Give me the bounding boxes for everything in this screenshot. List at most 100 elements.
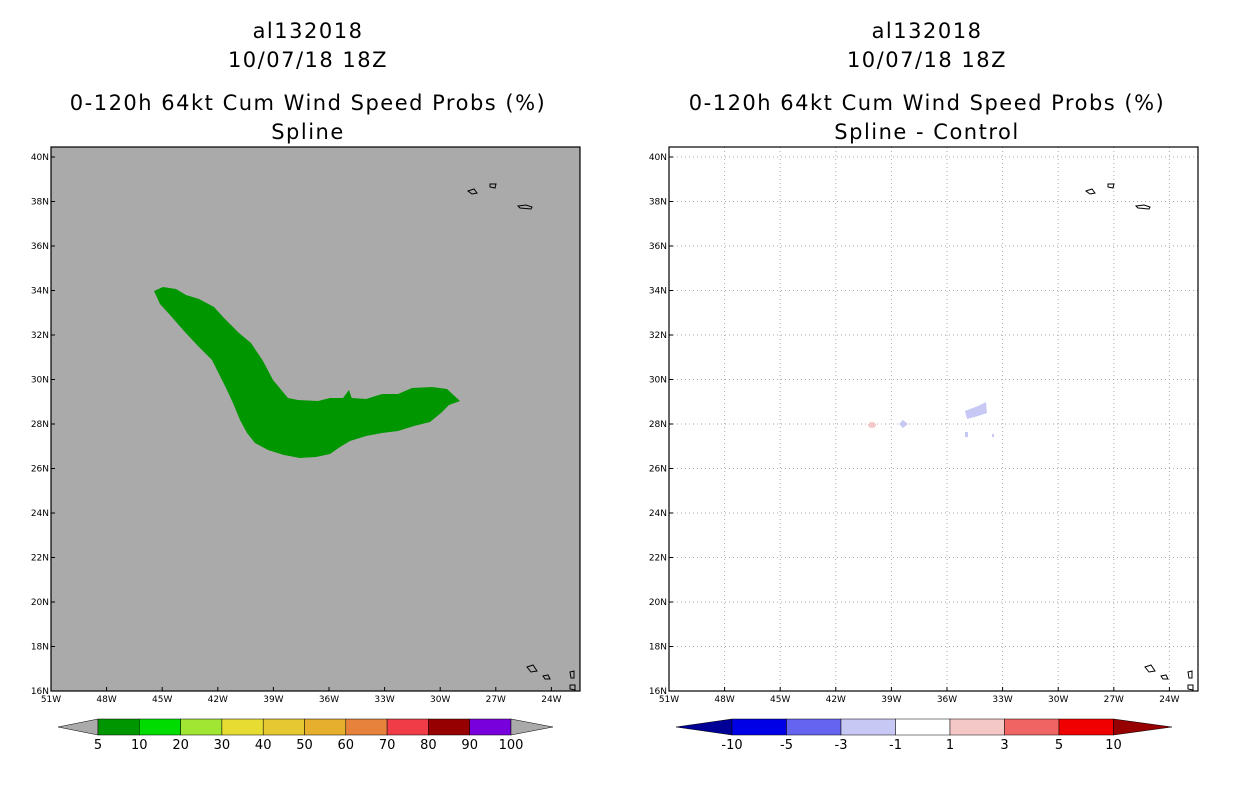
positive-difference-blob xyxy=(868,422,876,428)
lat-tick-label: 24N xyxy=(649,509,667,519)
colorbar-label: 100 xyxy=(499,738,524,753)
lat-tick-label: 24N xyxy=(31,509,49,519)
lat-tick-label: 32N xyxy=(31,331,49,341)
map-axes: 51W 48W 45W 42W 39W 36W 33W 30W 27W 24W 16N 18N 20N 2… xyxy=(31,153,562,705)
lat-tick-label: 34N xyxy=(649,287,667,297)
panel-spline-minus-control: al132018 10/07/18 18Z 0-120h 64kt Cum Wi… xyxy=(649,19,1199,753)
colorbar-label: 3 xyxy=(1000,738,1008,753)
lat-tick-label: 20N xyxy=(649,598,667,608)
lon-tick-label: 48W xyxy=(96,695,116,705)
colorbar-left-arrow xyxy=(675,718,733,736)
colorbar-segment xyxy=(1004,718,1060,736)
lat-tick-label: 22N xyxy=(649,554,667,564)
panel-title-date: 10/07/18 18Z xyxy=(847,48,1007,72)
colorbar-label: 5 xyxy=(1055,738,1063,753)
lon-tick-label: 24W xyxy=(541,695,561,705)
map-axes: 51W 48W 45W 42W 39W 36W 33W 30W 27W 24W 16N 18N 20N 2… xyxy=(649,153,1180,705)
lat-tick-label: 26N xyxy=(31,465,49,475)
map-frame xyxy=(668,146,1199,692)
map-frame xyxy=(50,146,581,692)
lat-tick-label: 18N xyxy=(31,643,49,653)
canary-islands-coastline xyxy=(526,664,576,691)
lat-tick-label: 16N xyxy=(649,687,667,697)
colorbar-segment xyxy=(895,718,951,736)
panel-title-product: 0-120h 64kt Cum Wind Speed Probs (%) xyxy=(689,91,1165,115)
lat-tick-label: 38N xyxy=(649,198,667,208)
panel-title-date: 10/07/18 18Z xyxy=(228,48,388,72)
lon-tick-label: 45W xyxy=(152,695,172,705)
colorbar-segment xyxy=(949,718,1005,736)
colorbar-label: 30 xyxy=(214,738,231,753)
lat-tick-label: 30N xyxy=(649,376,667,386)
colorbar-segment xyxy=(97,718,140,736)
colorbar-label: 90 xyxy=(461,738,478,753)
lon-tick-label: 24W xyxy=(1159,695,1179,705)
panel-title-method: Spline xyxy=(271,120,345,144)
colorbar-left-arrow xyxy=(57,718,99,736)
probability-swath-notch xyxy=(343,390,352,399)
negative-difference-blob xyxy=(899,420,908,428)
colorbar-segment xyxy=(786,718,842,736)
colorbar: 5 10 20 30 40 50 60 70 80 90 100 xyxy=(57,718,554,753)
colorbar-segment xyxy=(840,718,896,736)
lat-tick-label: 28N xyxy=(649,420,667,430)
colorbar-label: -10 xyxy=(721,738,742,753)
lon-tick-label: 48W xyxy=(714,695,734,705)
colorbar-segment xyxy=(345,718,388,736)
lon-tick-label: 30W xyxy=(1048,695,1068,705)
probability-swath xyxy=(154,287,460,458)
colorbar-segment xyxy=(221,718,264,736)
lat-tick-label: 22N xyxy=(31,554,49,564)
lat-tick-label: 18N xyxy=(649,643,667,653)
map-gridlines xyxy=(669,147,1198,691)
colorbar-label: 70 xyxy=(379,738,396,753)
lat-tick-label: 20N xyxy=(31,598,49,608)
colorbar-label: 60 xyxy=(338,738,355,753)
lat-tick-label: 26N xyxy=(649,465,667,475)
lon-tick-label: 33W xyxy=(374,695,394,705)
lon-tick-label: 51W xyxy=(41,695,61,705)
lon-tick-label: 45W xyxy=(770,695,790,705)
colorbar-right-arrow xyxy=(510,718,554,736)
negative-difference-blob xyxy=(965,402,987,419)
colorbar-label: 40 xyxy=(255,738,272,753)
azores-coastline xyxy=(466,183,533,210)
lat-tick-label: 28N xyxy=(31,420,49,430)
colorbar-label: 10 xyxy=(131,738,148,753)
panel-title-product: 0-120h 64kt Cum Wind Speed Probs (%) xyxy=(70,91,546,115)
colorbar-label: 10 xyxy=(1105,738,1122,753)
colorbar-segment xyxy=(139,718,181,736)
lon-tick-label: 27W xyxy=(486,695,506,705)
negative-difference-blob xyxy=(965,432,968,437)
colorbar-right-arrow xyxy=(1113,718,1173,736)
lon-tick-label: 51W xyxy=(659,695,679,705)
lat-tick-label: 30N xyxy=(31,376,49,386)
colorbar-label: 1 xyxy=(946,738,954,753)
colorbar-segment xyxy=(262,718,305,736)
colorbar-label: 80 xyxy=(420,738,437,753)
colorbar-segment xyxy=(386,718,429,736)
panel-title-method: Spline - Control xyxy=(834,120,1019,144)
panel-title-storm-id: al132018 xyxy=(872,19,983,43)
azores-coastline xyxy=(1084,183,1151,210)
lat-tick-label: 34N xyxy=(31,287,49,297)
colorbar-label: -3 xyxy=(835,738,848,753)
lat-tick-label: 38N xyxy=(31,198,49,208)
colorbar-segment xyxy=(469,718,512,736)
lon-tick-label: 30W xyxy=(430,695,450,705)
lon-tick-label: 36W xyxy=(937,695,957,705)
panel-title-storm-id: al132018 xyxy=(253,19,364,43)
lon-tick-label: 33W xyxy=(992,695,1012,705)
colorbar-label: -5 xyxy=(780,738,793,753)
colorbar-segment xyxy=(180,718,223,736)
colorbar-segment xyxy=(1058,718,1114,736)
lon-tick-label: 42W xyxy=(826,695,846,705)
panel-spline: al132018 10/07/18 18Z 0-120h 64kt Cum Wi… xyxy=(31,19,581,753)
lat-tick-label: 40N xyxy=(649,153,667,163)
lat-tick-label: 32N xyxy=(649,331,667,341)
colorbar: -10 -5 -3 -1 1 3 5 10 xyxy=(675,718,1173,753)
colorbar-segment xyxy=(304,718,347,736)
lat-tick-label: 16N xyxy=(31,687,49,697)
